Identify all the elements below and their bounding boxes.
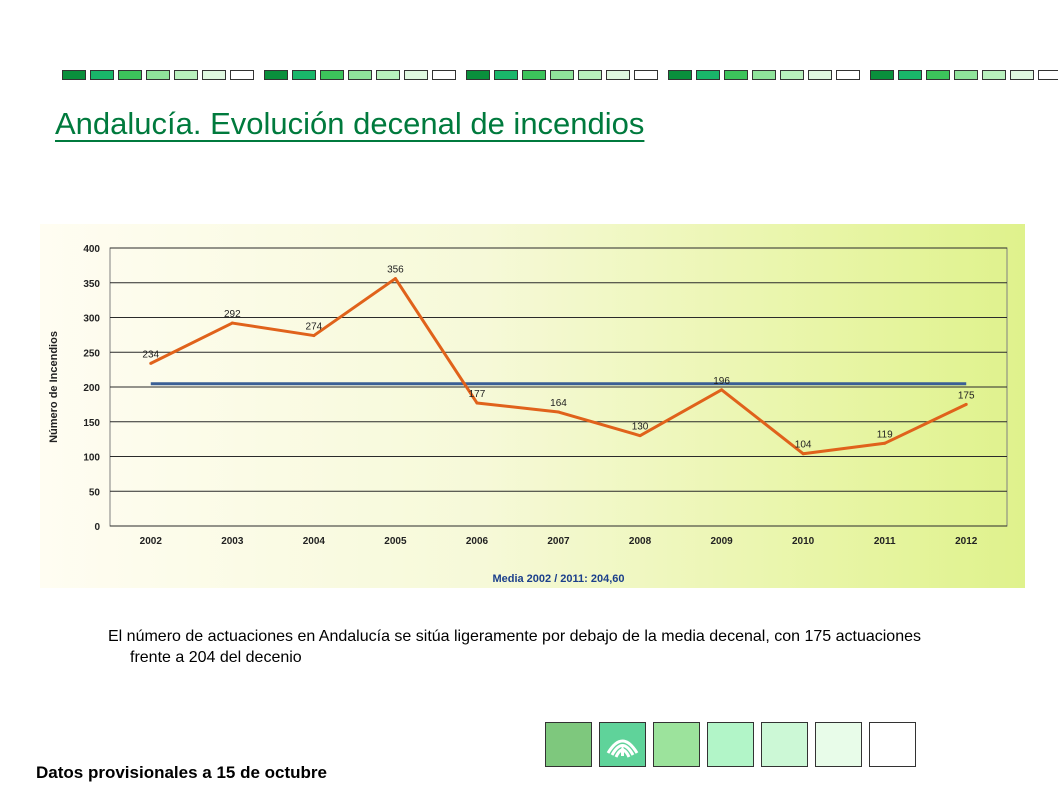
x-tick-label: 2009 [710,536,733,547]
color-box [707,722,754,767]
footer-note: Datos provisionales a 15 de octubre [36,763,327,782]
deco-square [202,70,226,80]
color-box [761,722,808,767]
deco-square [954,70,978,80]
page-title: Andalucía. Evolución decenal de incendio… [55,106,645,141]
deco-square [62,70,86,80]
deco-square [550,70,574,80]
data-point [801,452,805,456]
y-tick-label: 0 [94,522,100,533]
deco-square [634,70,658,80]
y-tick-label: 50 [89,487,101,498]
data-label: 119 [877,429,893,440]
y-axis-title: Número de Incendios [48,331,60,443]
y-tick-label: 250 [83,348,100,359]
data-label: 130 [632,422,649,433]
x-tick-label: 2012 [955,536,978,547]
deco-square [808,70,832,80]
deco-square [780,70,804,80]
data-point [393,277,397,281]
color-box [869,722,916,767]
chart-panel: 0 50 100 150 200 250 300 350 400 2002 2003 2004 2005… [40,224,1025,588]
deco-square [898,70,922,80]
data-point [883,441,887,445]
deco-square [90,70,114,80]
deco-square [466,70,490,80]
deco-square [348,70,372,80]
bottom-color-boxes [545,722,923,767]
data-label: 234 [142,349,159,360]
x-tick-label: 2004 [303,536,326,547]
junta-andalucia-arch-icon [599,722,646,767]
deco-square [606,70,630,80]
deco-square [432,70,456,80]
deco-square [292,70,316,80]
x-tick-label: 2002 [140,536,163,547]
summary-note: El número de actuaciones en Andalucía se… [108,628,921,666]
x-tick-label: 2005 [384,536,407,547]
deco-square [926,70,950,80]
deco-square [404,70,428,80]
y-tick-label: 150 [83,418,100,429]
y-tick-label: 350 [83,279,100,290]
deco-square [522,70,546,80]
color-box [653,722,700,767]
deco-square [696,70,720,80]
data-point [964,402,968,406]
deco-square [870,70,894,80]
x-tick-label: 2003 [221,536,244,547]
incendios-line-chart: 0 50 100 150 200 250 300 350 400 2002 2003 2004 2005… [48,244,1008,585]
deco-square [836,70,860,80]
data-point [638,434,642,438]
deco-square [724,70,748,80]
deco-square [118,70,142,80]
deco-square [174,70,198,80]
y-tick-label: 100 [83,453,100,464]
deco-square [578,70,602,80]
data-label: 177 [469,389,486,400]
data-point [149,361,153,365]
deco-square [982,70,1006,80]
deco-square [668,70,692,80]
color-box [545,722,592,767]
data-label: 175 [958,390,975,401]
x-tick-label: 2007 [547,536,570,547]
y-tick-label: 400 [83,244,100,255]
data-point [557,410,560,414]
data-point [475,401,479,405]
deco-square [320,70,344,80]
decorative-squares-bar [62,70,1058,80]
data-label: 104 [795,440,812,451]
deco-square [1010,70,1034,80]
x-tick-label: 2006 [466,536,489,547]
data-label: 292 [224,309,241,320]
color-box [815,722,862,767]
deco-square [1038,70,1058,80]
series-line [150,277,967,456]
deco-square [264,70,288,80]
deco-square [230,70,254,80]
data-label: 356 [387,265,404,276]
y-tick-label: 300 [83,314,100,325]
y-tick-label: 200 [83,383,100,394]
deco-square [146,70,170,80]
x-tick-label: 2008 [629,536,652,547]
deco-square [494,70,518,80]
x-tick-label: 2011 [874,536,896,547]
deco-square [376,70,400,80]
data-point [720,388,724,392]
mean-caption: Media 2002 / 2011: 204,60 [492,573,624,585]
deco-square [752,70,776,80]
data-point [312,334,316,338]
x-tick-label: 2010 [792,536,815,547]
data-point [230,321,234,325]
data-label: 274 [306,322,323,333]
data-label: 164 [550,398,567,409]
data-label: 196 [713,376,730,387]
